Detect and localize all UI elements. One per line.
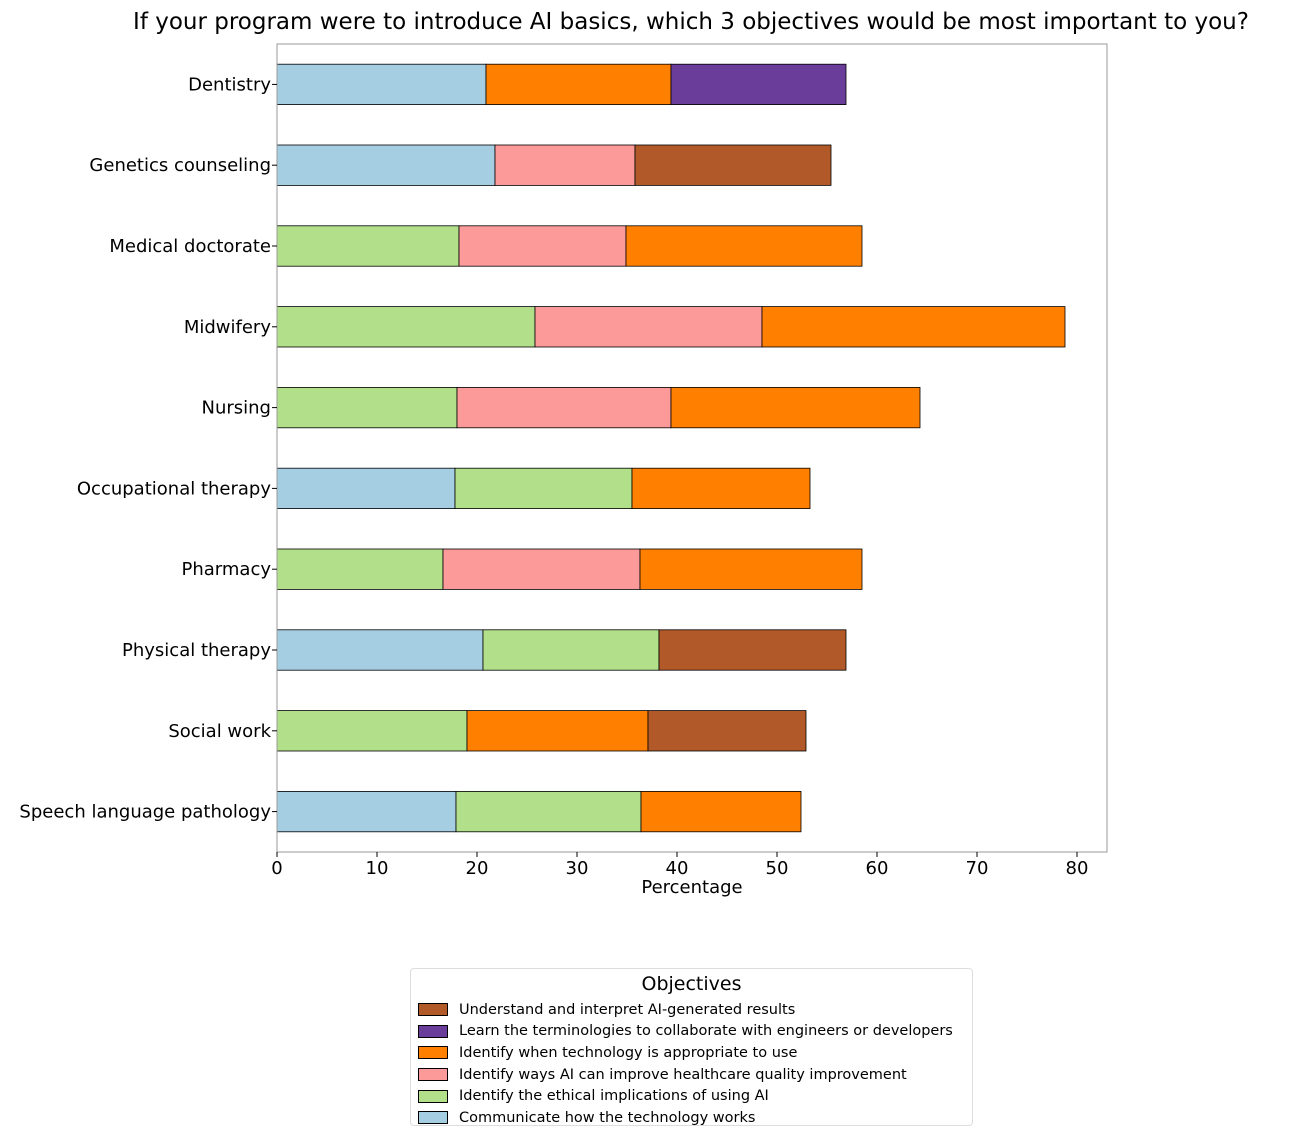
bar-segment: [761, 306, 1066, 348]
x-axis: 0 10 20 30 40 50 60 70 80: [271, 852, 1088, 879]
bar-segment: [276, 548, 444, 590]
bar-segment: [276, 225, 460, 267]
bar-segment: [634, 144, 832, 186]
x-tick-label: 60: [866, 858, 889, 879]
bar-segment: [625, 225, 863, 267]
legend-item: Understand and interpret AI-generated re…: [411, 999, 972, 1021]
bars-group: [276, 63, 1066, 833]
legend-label: Identify when technology is appropriate …: [459, 1044, 798, 1061]
x-tick-label: 50: [766, 858, 789, 879]
y-tick-label: Nursing: [202, 398, 272, 419]
bar-segment: [454, 467, 633, 510]
bar-segment: [534, 306, 763, 348]
y-tick-label: Pharmacy: [182, 559, 272, 580]
bar-segment: [647, 710, 807, 752]
chart: If your program were to introduce AI bas…: [19, 9, 1249, 898]
x-tick-label: 40: [666, 858, 689, 879]
x-tick-label: 10: [366, 858, 389, 879]
y-axis: Dentistry Genetics counseling Medical doct…: [19, 74, 277, 823]
legend-swatch: [418, 1089, 448, 1103]
legend-label: Communicate how the technology works: [459, 1109, 756, 1126]
bar-segment: [482, 629, 660, 671]
legend-item: Identify the ethical implications of usi…: [411, 1085, 972, 1107]
bar-segment: [276, 144, 496, 186]
bar-segment: [670, 386, 921, 429]
bar-segment: [455, 791, 642, 833]
y-tick-label: Medical doctorate: [109, 236, 271, 257]
bar-segment: [276, 63, 487, 105]
legend-swatch: [418, 1003, 448, 1017]
y-tick-label: Genetics counseling: [89, 155, 271, 176]
x-tick-label: 70: [966, 858, 989, 879]
y-tick-label: Dentistry: [188, 74, 271, 95]
legend-swatch: [418, 1111, 448, 1125]
legend-swatch: [418, 1068, 448, 1082]
bar-segment: [276, 710, 468, 752]
legend-item: Communicate how the technology works: [411, 1107, 972, 1129]
legend-item: Identify when technology is appropriate …: [411, 1042, 972, 1064]
bar-segment: [670, 63, 847, 105]
bar-segment: [658, 629, 847, 671]
plot-frame: [276, 43, 1108, 853]
legend-label: Understand and interpret AI-generated re…: [459, 1001, 796, 1018]
bar-segment: [276, 386, 458, 429]
bar-segment: [639, 548, 863, 590]
x-axis-label: Percentage: [641, 877, 742, 898]
bar-segment: [631, 467, 811, 510]
legend-swatch: [418, 1046, 448, 1060]
bar-segment: [276, 467, 456, 510]
x-tick-label: 80: [1066, 858, 1089, 879]
legend: Objectives Understand and interpret AI-g…: [410, 968, 973, 1126]
y-tick-label: Occupational therapy: [77, 478, 271, 499]
bar-segment: [485, 63, 672, 105]
y-tick-label: Midwifery: [184, 317, 271, 338]
legend-title: Objectives: [641, 973, 742, 995]
legend-label: Identify the ethical implications of usi…: [459, 1088, 769, 1105]
x-tick-label: 0: [271, 858, 282, 879]
bar-segment: [458, 225, 627, 267]
bar-segment: [276, 791, 457, 833]
legend-items: Understand and interpret AI-generated re…: [411, 999, 972, 1129]
legend-item: Identify ways AI can improve healthcare …: [411, 1064, 972, 1086]
bar-segment: [276, 306, 536, 348]
bar-segment: [276, 629, 484, 671]
y-tick-label: Speech language pathology: [19, 802, 271, 823]
y-tick-label: Social work: [168, 721, 271, 742]
legend-label: Identify ways AI can improve healthcare …: [459, 1066, 907, 1083]
legend-swatch: [418, 1024, 448, 1038]
legend-item: Learn the terminologies to collaborate w…: [411, 1021, 972, 1043]
y-tick-label: Physical therapy: [122, 640, 271, 661]
chart-title: If your program were to introduce AI bas…: [133, 9, 1249, 35]
bar-segment: [494, 144, 636, 186]
bar-segment: [442, 548, 641, 590]
bar-segment: [466, 710, 649, 752]
legend-label: Learn the terminologies to collaborate w…: [459, 1023, 953, 1040]
bar-segment: [456, 386, 672, 429]
x-tick-label: 30: [566, 858, 589, 879]
x-tick-label: 20: [466, 858, 489, 879]
bar-segment: [640, 791, 802, 833]
